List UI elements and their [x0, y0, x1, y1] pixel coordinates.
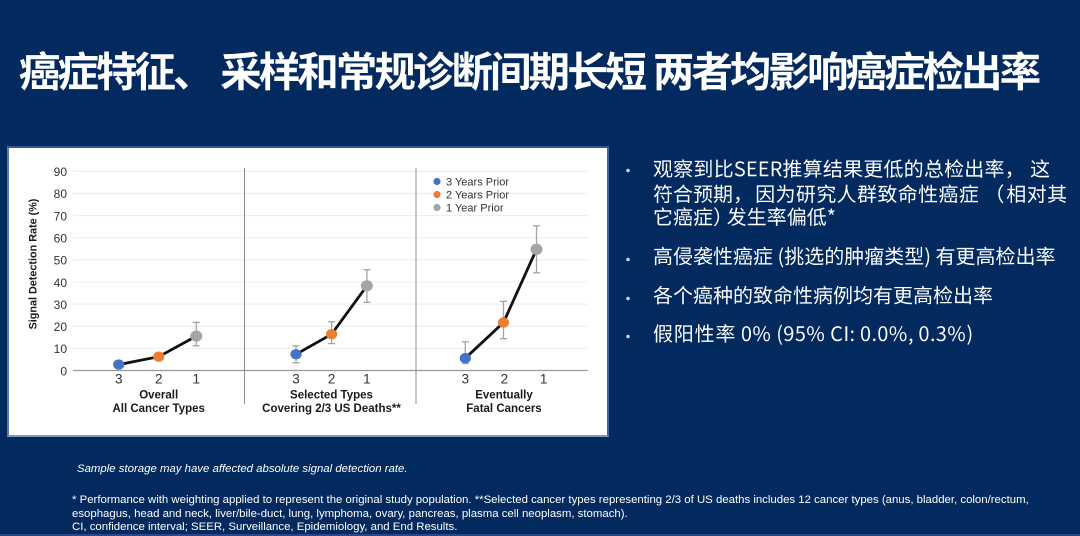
svg-text:Signal Detection Rate (%): Signal Detection Rate (%) [28, 198, 40, 329]
svg-text:2: 2 [501, 372, 509, 387]
svg-text:Covering 2/3 US Deaths**: Covering 2/3 US Deaths** [262, 403, 401, 415]
svg-text:10: 10 [54, 342, 68, 356]
svg-text:70: 70 [54, 209, 68, 223]
svg-text:2 Years Prior: 2 Years Prior [446, 189, 509, 201]
svg-text:20: 20 [54, 320, 68, 334]
svg-text:3 Years Prior: 3 Years Prior [446, 176, 509, 188]
svg-text:30: 30 [54, 298, 68, 312]
svg-text:Fatal Cancers: Fatal Cancers [466, 403, 541, 415]
svg-text:80: 80 [54, 187, 68, 201]
svg-text:3: 3 [292, 372, 300, 387]
svg-text:2: 2 [155, 372, 163, 387]
svg-text:All Cancer Types: All Cancer Types [112, 403, 204, 415]
svg-text:90: 90 [54, 165, 68, 179]
svg-text:Overall: Overall [139, 390, 178, 402]
svg-text:1 Year Prior: 1 Year Prior [446, 202, 504, 214]
svg-text:50: 50 [54, 254, 68, 268]
svg-text:1: 1 [363, 372, 371, 387]
svg-text:1: 1 [193, 372, 201, 387]
svg-text:3: 3 [462, 372, 470, 387]
svg-text:Eventually: Eventually [475, 390, 533, 402]
svg-text:60: 60 [54, 232, 68, 246]
svg-text:3: 3 [115, 372, 123, 387]
svg-text:2: 2 [328, 372, 336, 387]
svg-text:Selected Types: Selected Types [290, 390, 373, 402]
svg-text:0: 0 [60, 364, 67, 378]
svg-text:1: 1 [540, 372, 548, 387]
svg-text:40: 40 [54, 276, 68, 290]
